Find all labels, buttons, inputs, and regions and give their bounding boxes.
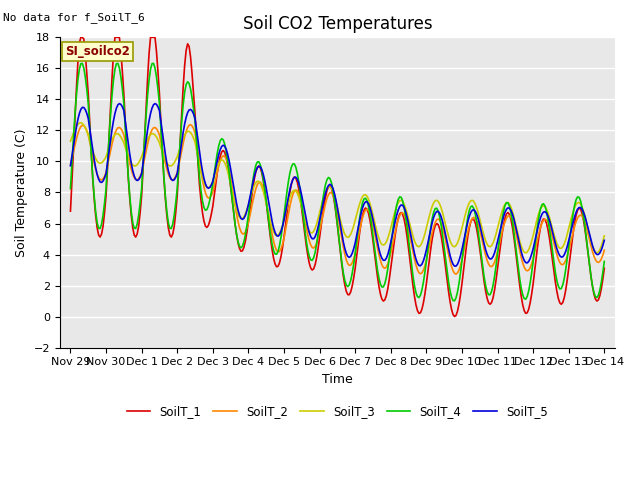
SoilT_3 — [522, 250, 529, 256]
SoilT_1 — [402, 224, 410, 230]
SoilT_3 — [83, 128, 91, 134]
SoilT_3 — [402, 205, 410, 211]
SoilT_4 — [600, 259, 608, 264]
SoilT_5 — [600, 238, 608, 243]
SoilT_3 — [600, 233, 608, 239]
Text: SI_soilco2: SI_soilco2 — [65, 45, 130, 58]
SoilT_1 — [168, 234, 175, 240]
SoilT_1 — [538, 219, 546, 225]
SoilT_4 — [168, 226, 175, 231]
SoilT_5 — [372, 232, 380, 238]
SoilT_5 — [81, 107, 89, 112]
SoilT_3 — [538, 204, 546, 209]
SoilT_2 — [67, 162, 74, 168]
SoilT_3 — [390, 213, 397, 219]
SoilT_5 — [452, 263, 460, 269]
SoilT_2 — [402, 215, 410, 221]
Line: SoilT_4: SoilT_4 — [70, 63, 604, 301]
Text: No data for f_SoilT_6: No data for f_SoilT_6 — [3, 12, 145, 23]
SoilT_2 — [187, 122, 195, 128]
SoilT_5 — [168, 177, 175, 182]
SoilT_4 — [390, 220, 397, 226]
SoilT_4 — [67, 186, 74, 192]
SoilT_2 — [372, 237, 380, 242]
SoilT_5 — [67, 163, 74, 168]
Line: SoilT_3: SoilT_3 — [70, 123, 604, 253]
Title: Soil CO2 Temperatures: Soil CO2 Temperatures — [243, 15, 432, 33]
SoilT_1 — [77, 35, 84, 40]
Line: SoilT_5: SoilT_5 — [70, 104, 604, 266]
SoilT_3 — [168, 163, 175, 168]
SoilT_3 — [372, 225, 380, 230]
Line: SoilT_1: SoilT_1 — [70, 37, 604, 316]
SoilT_4 — [538, 202, 546, 207]
SoilT_1 — [67, 208, 74, 214]
SoilT_3 — [67, 138, 74, 144]
Line: SoilT_2: SoilT_2 — [70, 125, 604, 274]
SoilT_4 — [114, 60, 122, 66]
SoilT_2 — [600, 247, 608, 253]
SoilT_2 — [452, 271, 460, 277]
SoilT_5 — [390, 226, 397, 231]
SoilT_4 — [451, 298, 458, 304]
SoilT_1 — [372, 262, 380, 268]
SoilT_5 — [538, 211, 546, 217]
Y-axis label: Soil Temperature (C): Soil Temperature (C) — [15, 128, 28, 257]
SoilT_4 — [372, 256, 380, 262]
SoilT_2 — [538, 220, 546, 226]
SoilT_3 — [77, 120, 84, 126]
SoilT_2 — [81, 124, 89, 130]
SoilT_5 — [116, 101, 124, 107]
SoilT_5 — [402, 209, 410, 215]
SoilT_1 — [451, 313, 458, 319]
SoilT_4 — [81, 74, 89, 80]
SoilT_1 — [390, 242, 397, 248]
SoilT_1 — [600, 265, 608, 271]
SoilT_2 — [166, 175, 173, 180]
SoilT_4 — [402, 214, 410, 219]
SoilT_2 — [390, 236, 397, 242]
X-axis label: Time: Time — [322, 373, 353, 386]
SoilT_1 — [83, 70, 91, 76]
Legend: SoilT_1, SoilT_2, SoilT_3, SoilT_4, SoilT_5: SoilT_1, SoilT_2, SoilT_3, SoilT_4, Soil… — [122, 400, 553, 422]
